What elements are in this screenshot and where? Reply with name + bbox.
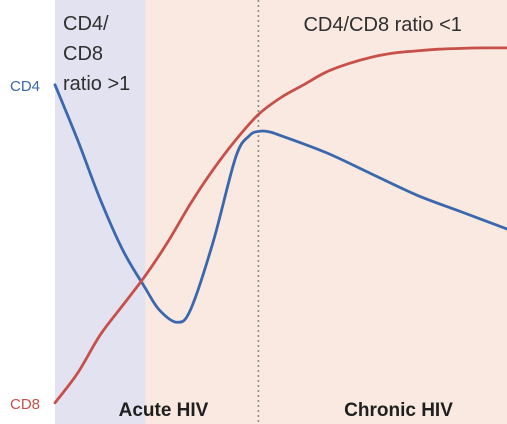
region-background-0 — [55, 0, 146, 424]
phase-label-0: Acute HIV — [119, 400, 209, 421]
region-background-1 — [145, 0, 259, 424]
phase-label-1: Chronic HIV — [344, 400, 453, 421]
series-label-cd4: CD4 — [10, 78, 40, 95]
series-line-cd4 — [53, 83, 507, 324]
series-line-cd8 — [53, 46, 507, 405]
region-background-2 — [258, 0, 507, 424]
region-label-chronic-line-0: CD4/CD8 ratio <1 — [303, 14, 461, 36]
series-label-cd8: CD8 — [10, 396, 40, 413]
region-label-acute-line-0: CD4/ — [63, 13, 109, 35]
region-label-acute-line-2: ratio >1 — [63, 73, 130, 95]
region-label-acute-line-1: CD8 — [63, 43, 103, 65]
